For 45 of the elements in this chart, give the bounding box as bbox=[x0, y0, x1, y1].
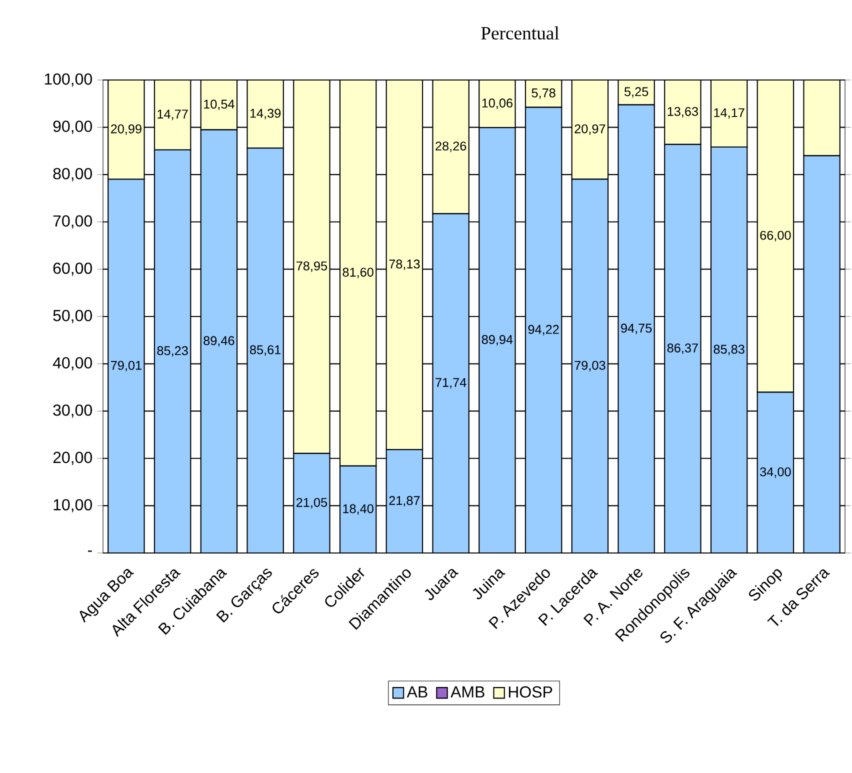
data-label: 78,13 bbox=[389, 260, 420, 270]
data-label: 21,05 bbox=[296, 498, 328, 508]
data-label: 79,03 bbox=[574, 360, 606, 372]
legend-label: AMB bbox=[450, 686, 484, 698]
data-label: 79,01 bbox=[110, 360, 142, 372]
data-label: 78,95 bbox=[296, 261, 328, 272]
legend-label: HOSP bbox=[508, 686, 552, 698]
data-label: 28,26 bbox=[436, 142, 466, 152]
y-tick-label: 60,00 bbox=[53, 262, 92, 276]
y-tick-label: 40,00 bbox=[52, 357, 92, 370]
data-label: 20,97 bbox=[574, 124, 606, 135]
data-label: 85,23 bbox=[157, 346, 188, 357]
data-label: 5,78 bbox=[532, 88, 556, 99]
data-label: 21,87 bbox=[389, 496, 420, 507]
data-label: 66,00 bbox=[760, 230, 791, 242]
y-tick-label: 50,00 bbox=[53, 310, 92, 324]
y-tick-label: 80,00 bbox=[53, 168, 92, 182]
y-tick-label: 90,00 bbox=[53, 120, 92, 134]
data-label: 85,61 bbox=[250, 345, 281, 356]
data-label: 18,40 bbox=[343, 504, 374, 515]
y-tick-label: - bbox=[88, 550, 92, 552]
y-tick-label: 20,00 bbox=[53, 452, 92, 465]
legend-label: AB bbox=[406, 686, 428, 698]
data-label: 81,60 bbox=[342, 268, 374, 278]
y-tick-label: 70,00 bbox=[53, 215, 92, 228]
data-label: 10,54 bbox=[204, 100, 234, 110]
data-label: 71,74 bbox=[436, 378, 466, 388]
data-label: 14,39 bbox=[250, 108, 281, 120]
data-label: 89,46 bbox=[204, 336, 234, 347]
chart-title: Percentual bbox=[481, 26, 560, 40]
data-label: 13,63 bbox=[668, 106, 698, 118]
data-label: 94,22 bbox=[528, 324, 559, 336]
y-tick-label: 10,00 bbox=[54, 499, 92, 512]
data-label: 86,37 bbox=[667, 343, 698, 354]
data-label: 85,83 bbox=[714, 344, 744, 356]
data-label: 10,06 bbox=[482, 98, 512, 110]
data-label: 34,00 bbox=[760, 467, 791, 478]
y-tick-label: 100,00 bbox=[44, 73, 92, 87]
data-label: 14,17 bbox=[714, 108, 744, 119]
data-label: 94,75 bbox=[621, 324, 652, 334]
data-label: 5,25 bbox=[624, 87, 648, 98]
y-tick-label: 30,00 bbox=[53, 404, 92, 418]
data-label: 14,77 bbox=[158, 110, 188, 120]
data-label: 20,99 bbox=[110, 124, 142, 135]
data-label: 89,94 bbox=[482, 335, 513, 346]
